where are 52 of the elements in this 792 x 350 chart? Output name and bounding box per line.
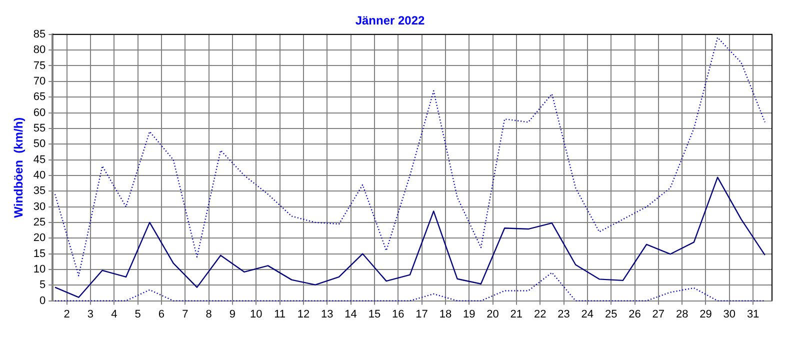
x-tick-label: 18 [439, 308, 452, 320]
x-tick-label: 23 [558, 308, 570, 320]
x-tick-label: 19 [462, 308, 476, 320]
x-tick-label: 2 [64, 308, 70, 320]
x-tick-label: 10 [250, 308, 262, 320]
x-tick-label: 7 [182, 308, 188, 320]
y-tick-label: 5 [40, 279, 46, 292]
x-tick-label: 15 [368, 308, 381, 320]
x-tick-label: 24 [581, 308, 594, 320]
x-tick-label: 21 [510, 308, 523, 320]
x-tick-label: 20 [486, 308, 499, 320]
x-tick-label: 3 [87, 308, 94, 320]
x-tick-label: 27 [652, 308, 665, 320]
x-tick-label: 17 [416, 308, 428, 320]
line-series [54, 36, 766, 276]
y-tick-label: 40 [33, 169, 46, 182]
x-tick-label: 29 [700, 308, 712, 320]
x-tick-label: 26 [628, 308, 641, 320]
y-tick-label: 0 [40, 294, 46, 307]
y-tick-label: 30 [33, 200, 46, 213]
y-tick-label: 35 [33, 185, 46, 198]
x-tick-label: 30 [723, 308, 736, 320]
y-tick-label: 80 [33, 44, 46, 56]
y-tick-label: 50 [33, 138, 46, 150]
y-tick-label: 55 [33, 122, 46, 134]
x-tick-label: 5 [134, 308, 141, 320]
line-series [54, 272, 766, 302]
x-tick-label: 9 [229, 308, 236, 320]
y-tick-label: 10 [33, 263, 46, 276]
chart-title: Jänner 2022 [355, 14, 426, 28]
x-tick-label: 8 [206, 308, 212, 320]
y-tick-label: 75 [33, 60, 46, 72]
y-tick-label: 65 [33, 91, 46, 104]
x-tick-label: 6 [158, 308, 165, 320]
x-tick-label: 11 [274, 308, 286, 320]
x-tick-label: 22 [534, 308, 546, 320]
x-tick-label: 12 [297, 308, 310, 320]
x-tick-label: 14 [344, 308, 357, 320]
x-tick-label: 31 [746, 308, 760, 320]
y-tick-label: 45 [33, 154, 46, 166]
x-tick-label: 13 [321, 308, 334, 320]
x-tick-label: 28 [676, 308, 688, 320]
y-tick-label: 85 [33, 28, 46, 40]
y-tick-label: 15 [33, 248, 46, 260]
y-tick-label: 60 [33, 106, 46, 119]
y-tick-label: 25 [33, 216, 46, 228]
x-tick-label: 16 [392, 308, 404, 320]
y-axis-title: Windböen (km/h) [12, 117, 26, 218]
y-tick-label: 70 [33, 75, 46, 88]
y-tick-label: 20 [33, 232, 46, 244]
x-tick-label: 25 [604, 308, 618, 320]
x-tick-label: 4 [111, 308, 118, 320]
